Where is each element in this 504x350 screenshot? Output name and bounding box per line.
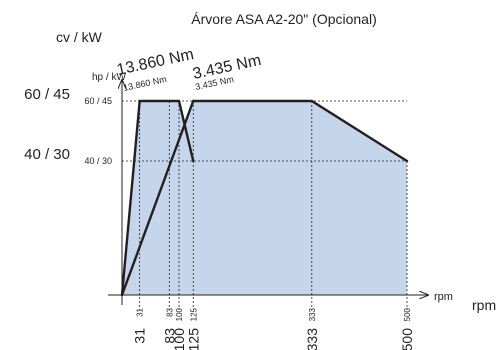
y-unit-outer: cv / kW — [56, 29, 103, 45]
x-tick-inner-333: 333 — [308, 307, 317, 321]
torque-label-outer-1: 13.860 Nm — [115, 46, 195, 79]
x-tick-inner-500: 500 — [403, 307, 412, 321]
x-tick-inner-83: 83 — [165, 307, 174, 316]
x-tick-inner-125: 125 — [189, 307, 198, 321]
x-tick-outer-500: 500 — [399, 328, 415, 350]
y-tick-outer-60: 60 / 45 — [24, 86, 70, 103]
x-tick-inner-100: 100 — [175, 307, 184, 321]
x-unit-inner: rpm — [434, 291, 453, 303]
x-unit-outer: rpm — [472, 297, 496, 313]
x-tick-outer-100: 100 — [171, 328, 187, 350]
y-tick-inner-40: 40 / 30 — [84, 156, 112, 166]
x-tick-outer-31: 31 — [132, 328, 148, 344]
y-tick-inner-60: 60 / 45 — [84, 96, 112, 106]
y-unit-inner: hp / kW — [92, 72, 126, 83]
series-line-2 — [120, 99, 409, 297]
torque-label-inner-1: 13.860 Nm — [122, 74, 167, 93]
x-tick-outer-83: 83 — [161, 328, 177, 344]
x-tick-inner-31: 31 — [136, 307, 145, 316]
x-tick-outer-125: 125 — [185, 328, 201, 350]
y-tick-outer-40: 40 / 30 — [24, 146, 70, 163]
x-tick-outer-333: 333 — [304, 328, 320, 350]
series-line-1 — [120, 99, 195, 297]
chart-title: Árvore ASA A2-20" (Opcional) — [191, 11, 377, 27]
